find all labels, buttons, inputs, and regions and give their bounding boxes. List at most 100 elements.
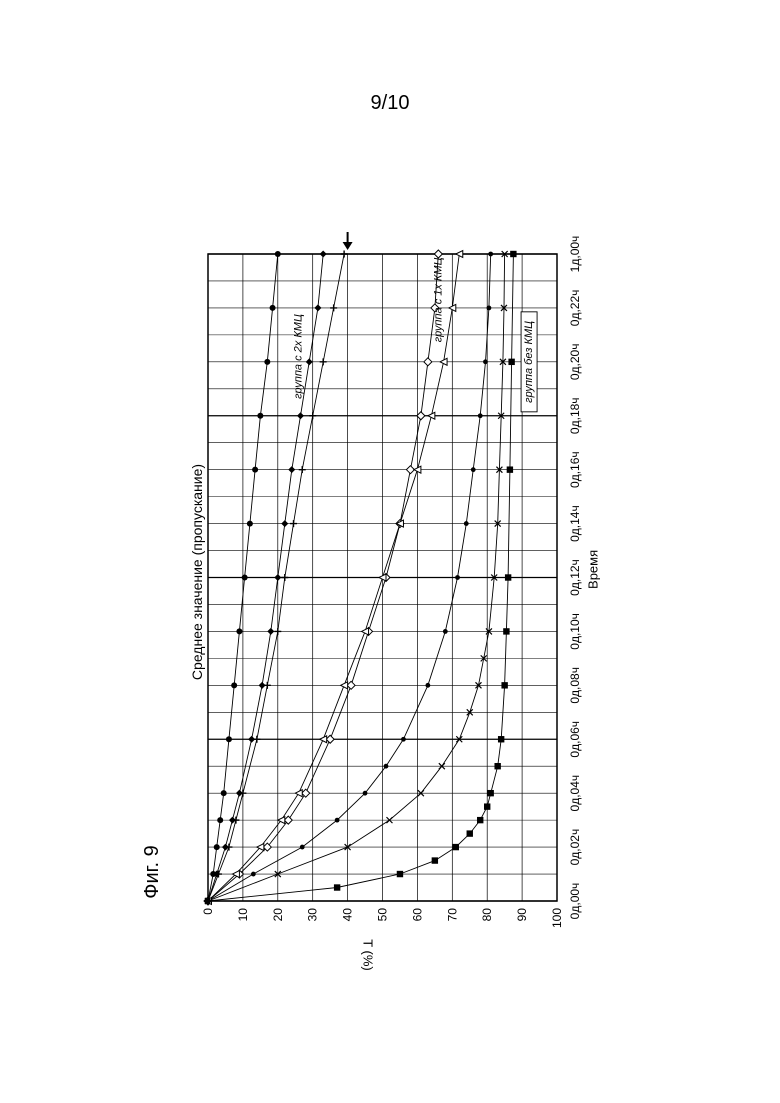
data-point — [320, 736, 327, 743]
x-tick-label: 0д,00ч — [568, 883, 582, 920]
y-tick-labels: 0102030405060708090100 — [201, 908, 564, 928]
data-point — [267, 628, 274, 635]
data-point — [210, 871, 216, 877]
data-point — [443, 629, 448, 634]
data-point — [347, 681, 355, 689]
x-tick-label: 0д,20ч — [568, 344, 582, 381]
data-point — [425, 683, 430, 688]
data-point — [274, 574, 281, 581]
data-point — [362, 628, 369, 635]
data-point — [424, 358, 432, 366]
data-point — [231, 682, 237, 688]
x-tick-label: 0д,22ч — [568, 290, 582, 327]
data-point — [306, 358, 313, 365]
y-tick-label: 30 — [306, 908, 320, 922]
data-point — [505, 574, 511, 580]
data-point — [326, 735, 334, 743]
data-point — [236, 628, 242, 634]
data-point — [221, 790, 227, 796]
y-tick-label: 0 — [201, 908, 215, 915]
data-point — [309, 412, 316, 419]
data-point — [275, 251, 281, 257]
y-tick-label: 10 — [236, 908, 250, 922]
data-point — [300, 845, 305, 850]
data-point — [320, 251, 327, 258]
data-point — [284, 816, 292, 824]
data-point — [281, 574, 288, 581]
data-point — [432, 857, 438, 863]
data-point — [417, 412, 425, 420]
figure-label: Фиг. 9 — [141, 845, 163, 898]
y-tick-label: 60 — [410, 908, 424, 922]
data-point — [281, 520, 288, 527]
data-point — [320, 358, 327, 365]
data-point — [501, 682, 507, 688]
data-point — [302, 789, 310, 797]
data-point — [248, 736, 255, 743]
x-tick-label: 0д,14ч — [568, 505, 582, 542]
plot-area: 01020304050607080901000д,00ч0д,02ч0д,04ч… — [141, 232, 601, 971]
x-tick-label: 0д,10ч — [568, 613, 582, 650]
data-point — [487, 790, 493, 796]
data-point — [384, 764, 389, 769]
y-tick-label: 70 — [445, 908, 459, 922]
y-tick-label: 90 — [515, 908, 529, 922]
y-tick-label: 40 — [341, 908, 355, 922]
data-point — [251, 872, 256, 877]
data-point — [270, 305, 276, 311]
x-axis-title: Время — [586, 550, 601, 589]
data-point — [290, 520, 297, 527]
data-point — [214, 844, 220, 850]
chart-title: Среднее значение (пропускание) — [189, 464, 205, 680]
data-point — [455, 575, 460, 580]
data-point — [274, 628, 281, 635]
group-label: группа с 2х КМЦ — [293, 314, 305, 399]
data-point — [264, 359, 270, 365]
y-tick-label: 20 — [271, 908, 285, 922]
data-point — [217, 817, 223, 823]
group-label-text: группа с 2х КМЦ — [293, 314, 305, 399]
data-point — [341, 251, 348, 258]
data-point — [242, 575, 248, 581]
arrow-head — [343, 242, 353, 250]
data-point — [314, 304, 321, 311]
data-point — [487, 306, 492, 311]
data-point — [483, 359, 488, 364]
data-point — [330, 304, 337, 311]
data-point — [295, 790, 302, 797]
data-point — [428, 412, 435, 419]
data-point — [508, 359, 514, 365]
data-point — [471, 467, 476, 472]
data-point — [503, 628, 509, 634]
data-point — [363, 791, 368, 796]
data-point — [510, 251, 516, 257]
data-point — [478, 413, 483, 418]
data-point — [205, 898, 211, 904]
x-tick-label: 0д,12ч — [568, 559, 582, 596]
group-label-text: группа с 1х КМЦ — [432, 257, 444, 342]
arrow-marker — [343, 232, 353, 250]
group-label: группа без КМЦ — [521, 312, 537, 412]
x-tick-label: 0д,02ч — [568, 829, 582, 866]
x-tick-label: 0д,18ч — [568, 397, 582, 434]
data-point — [288, 466, 295, 473]
group-label: группа с 1х КМЦ — [432, 257, 444, 342]
data-point — [401, 737, 406, 742]
data-point — [247, 521, 253, 527]
data-point — [335, 818, 340, 823]
data-point — [453, 844, 459, 850]
data-point — [464, 521, 469, 526]
x-tick-labels: 0д,00ч0д,02ч0д,04ч0д,06ч0д,08ч0д,10ч0д,1… — [568, 236, 582, 920]
data-point — [297, 412, 304, 419]
data-point — [341, 682, 348, 689]
y-tick-label: 100 — [550, 908, 564, 928]
data-point — [477, 817, 483, 823]
data-point — [299, 466, 306, 473]
group-label-text: группа без КМЦ — [523, 321, 535, 403]
y-tick-label: 80 — [480, 908, 494, 922]
x-tick-label: 0д,16ч — [568, 451, 582, 488]
x-tick-label: 0д,04ч — [568, 775, 582, 812]
data-point — [226, 736, 232, 742]
data-point — [488, 252, 493, 257]
